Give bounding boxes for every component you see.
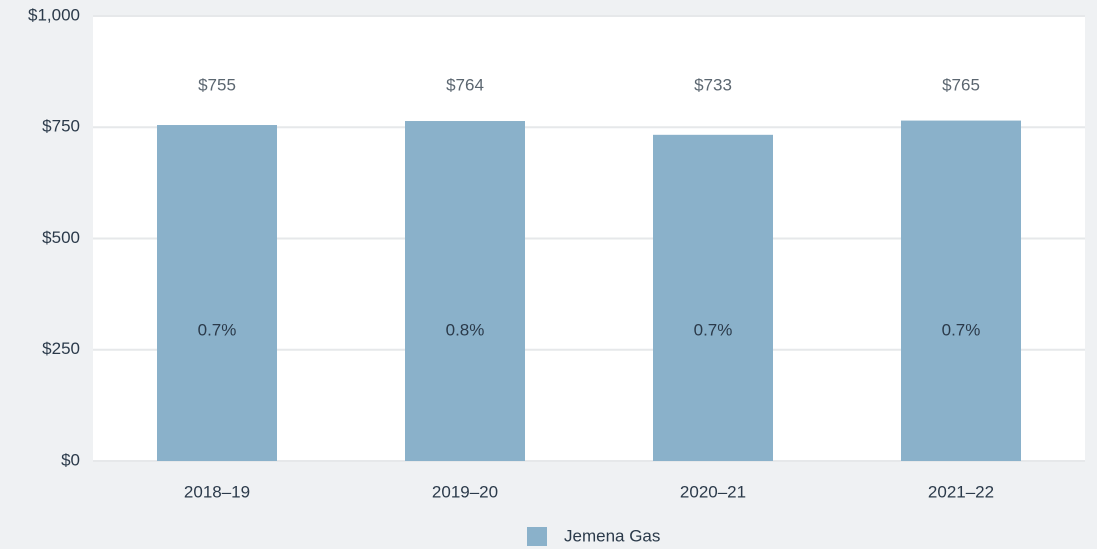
bar [157, 125, 277, 462]
bar-label: 0.7% [198, 320, 237, 339]
x-tick-label: 2019–20 [432, 482, 498, 501]
bar [901, 120, 1021, 461]
value-label: $765 [942, 75, 980, 94]
x-tick-label: 2018–19 [184, 482, 250, 501]
value-label: $733 [694, 75, 732, 94]
x-tick-label: 2020–21 [680, 482, 746, 501]
y-tick-label: $750 [42, 117, 80, 136]
bar-label: 0.8% [446, 320, 485, 339]
bar-label: 0.7% [942, 320, 981, 339]
bar-label: 0.7% [694, 320, 733, 339]
y-tick-label: $250 [42, 339, 80, 358]
y-tick-label: $0 [61, 450, 80, 469]
y-tick-label: $500 [42, 228, 80, 247]
value-label: $755 [198, 75, 236, 94]
y-tick-label: $1,000 [28, 5, 80, 24]
bar [405, 121, 525, 462]
legend-label: Jemena Gas [564, 526, 660, 545]
value-label: $764 [446, 75, 484, 94]
bar [653, 134, 773, 461]
x-tick-label: 2021–22 [928, 482, 994, 501]
legend-swatch [527, 527, 547, 546]
